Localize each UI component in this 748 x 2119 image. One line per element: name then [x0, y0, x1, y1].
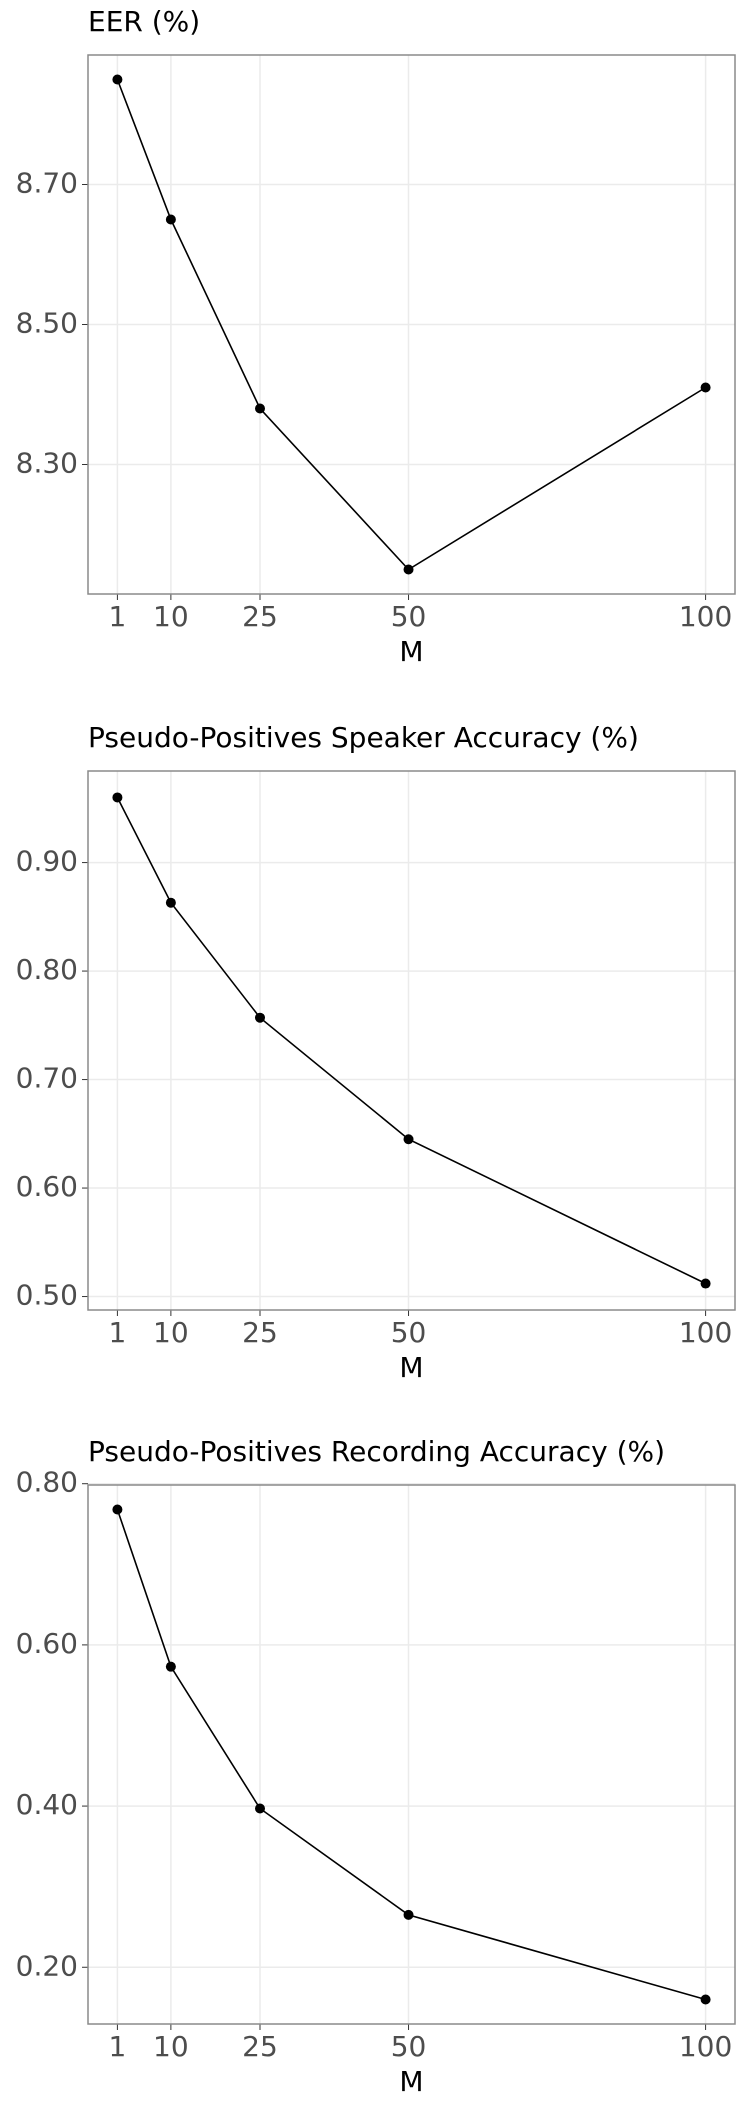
data-line: [116, 1509, 706, 2001]
y-tick-label: 0.40: [16, 1788, 78, 1821]
data-point: [165, 1661, 176, 1672]
chart-title: EER (%): [88, 5, 200, 38]
x-tick-label: 1: [108, 1316, 126, 1349]
y-tick-label: 8.70: [16, 167, 78, 200]
data-point: [254, 1012, 265, 1023]
data-point: [112, 792, 123, 803]
data-point: [700, 382, 711, 393]
x-tick-label: 1: [108, 2030, 126, 2063]
x-tick-label: 50: [391, 1316, 427, 1349]
data-line: [116, 797, 706, 1285]
panel-border: [87, 1484, 736, 2025]
x-tick-label: 50: [391, 600, 427, 633]
y-tick-label: 8.30: [16, 447, 78, 480]
x-tick-label: 10: [153, 2030, 189, 2063]
data-point: [700, 1278, 711, 1289]
x-tick-label: 25: [242, 600, 278, 633]
x-tick-label: 25: [242, 2030, 278, 2063]
x-axis-label: M: [399, 1351, 423, 1384]
y-tick-label: 0.60: [16, 1170, 78, 1203]
panel-border: [87, 54, 736, 595]
data-point: [700, 1994, 711, 2005]
y-tick-label: 8.50: [16, 307, 78, 340]
data-point: [254, 1803, 265, 1814]
chart-title: Pseudo-Positives Speaker Accuracy (%): [88, 721, 639, 754]
x-tick-label: 100: [679, 1316, 732, 1349]
y-tick-label: 0.50: [16, 1279, 78, 1312]
data-point: [165, 214, 176, 225]
x-tick-label: 25: [242, 1316, 278, 1349]
x-tick-label: 1: [108, 600, 126, 633]
y-tick-label: 0.60: [16, 1627, 78, 1660]
y-tick-label: 0.20: [16, 1949, 78, 1982]
y-tick-label: 0.80: [16, 953, 78, 986]
y-tick-label: 0.80: [16, 1466, 78, 1499]
x-tick-label: 100: [679, 600, 732, 633]
x-tick-label: 10: [153, 1316, 189, 1349]
data-point: [403, 564, 414, 575]
data-point: [403, 1909, 414, 1920]
data-point: [112, 74, 123, 85]
data-point: [403, 1134, 414, 1145]
y-tick-label: 0.90: [16, 845, 78, 878]
x-tick-label: 50: [391, 2030, 427, 2063]
x-tick-label: 100: [679, 2030, 732, 2063]
chart-title: Pseudo-Positives Recording Accuracy (%): [88, 1435, 665, 1468]
x-axis-label: M: [399, 2065, 423, 2098]
data-point: [112, 1504, 123, 1515]
x-tick-label: 10: [153, 600, 189, 633]
panel-border: [87, 770, 736, 1311]
y-tick-label: 0.70: [16, 1062, 78, 1095]
data-point: [254, 403, 265, 414]
data-point: [165, 897, 176, 908]
x-axis-label: M: [399, 635, 423, 668]
